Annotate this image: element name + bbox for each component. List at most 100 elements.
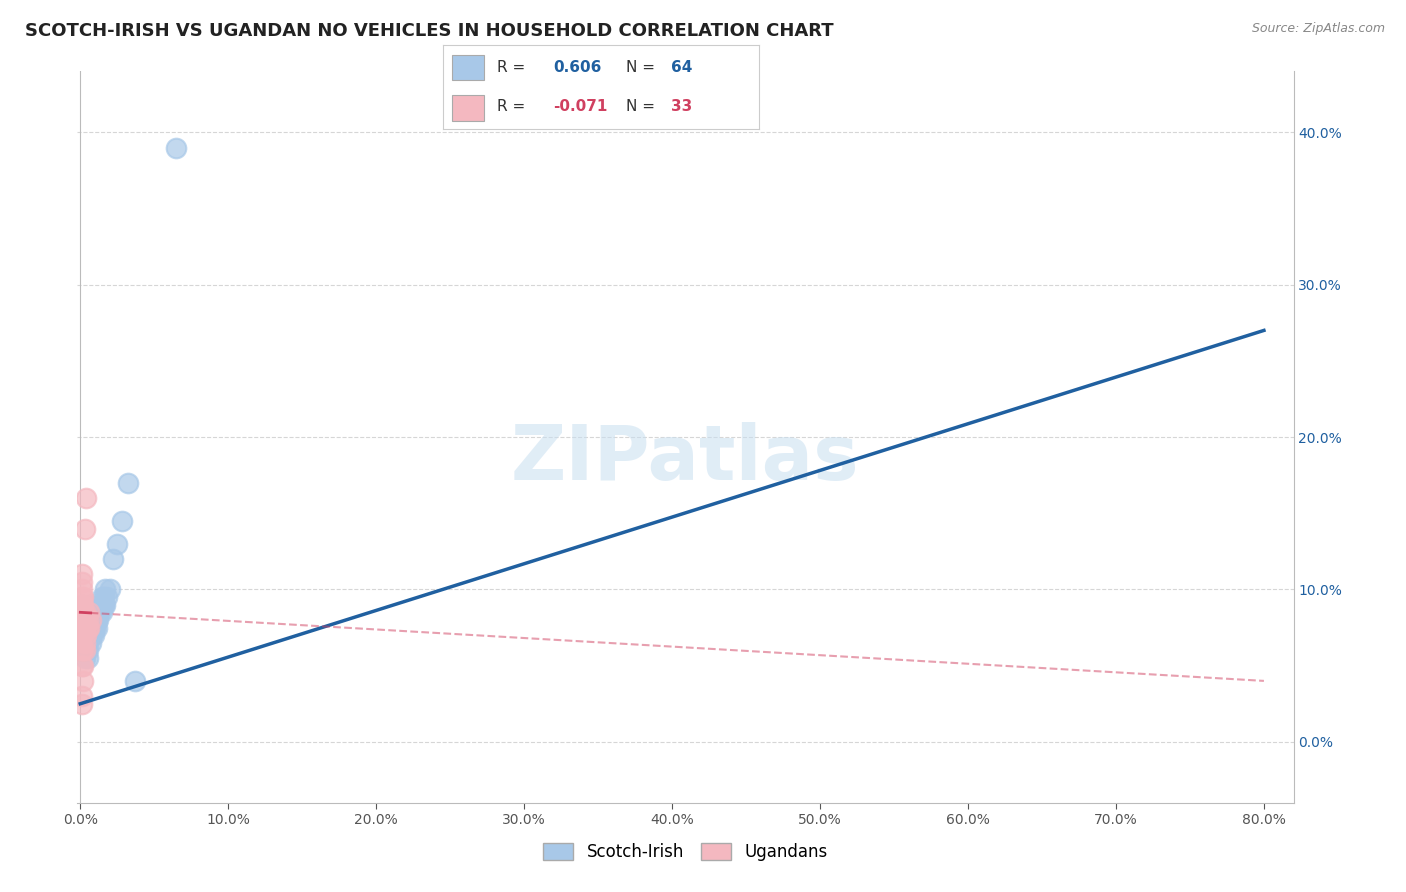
Point <box>93 598 115 612</box>
Text: 0.606: 0.606 <box>554 60 602 75</box>
Point <box>76 621 98 635</box>
Point <box>73 605 96 619</box>
Point <box>79 613 101 627</box>
Point <box>84 605 107 619</box>
Point <box>70 574 93 589</box>
Text: 64: 64 <box>671 60 692 75</box>
Point <box>73 613 96 627</box>
Point <box>76 636 98 650</box>
Point <box>77 621 100 635</box>
Point <box>75 628 97 642</box>
Point <box>105 537 128 551</box>
Point <box>87 605 110 619</box>
Point <box>73 613 96 627</box>
Point <box>124 673 146 688</box>
Point <box>86 621 108 635</box>
Point <box>84 621 107 635</box>
Point <box>166 140 188 154</box>
Point <box>70 636 93 650</box>
Point <box>75 628 97 642</box>
Point <box>70 643 93 657</box>
Point <box>72 605 94 619</box>
Point <box>84 613 107 627</box>
Point <box>93 590 115 604</box>
Point <box>75 636 97 650</box>
Point <box>86 613 108 627</box>
Point <box>83 613 105 627</box>
FancyBboxPatch shape <box>453 54 484 80</box>
Point <box>77 628 100 642</box>
Text: R =: R = <box>496 60 530 75</box>
Point <box>91 590 114 604</box>
Point <box>79 628 101 642</box>
Point <box>83 621 105 635</box>
Point <box>82 628 104 642</box>
Point <box>89 605 111 619</box>
Point <box>70 658 93 673</box>
Point <box>77 605 100 619</box>
Point <box>77 613 100 627</box>
Point <box>75 621 97 635</box>
Point <box>70 590 93 604</box>
Point <box>72 673 94 688</box>
Point <box>76 605 98 619</box>
Point <box>75 643 97 657</box>
Point <box>70 628 93 642</box>
Point <box>73 651 96 665</box>
Point <box>117 475 139 490</box>
Point <box>73 636 96 650</box>
Text: N =: N = <box>627 99 661 114</box>
Point <box>72 613 94 627</box>
Point <box>72 643 94 657</box>
Point <box>76 613 98 627</box>
Point <box>72 613 94 627</box>
Point <box>91 598 114 612</box>
Text: ZIPatlas: ZIPatlas <box>512 422 859 496</box>
FancyBboxPatch shape <box>453 95 484 120</box>
Text: N =: N = <box>627 60 661 75</box>
Point <box>76 613 98 627</box>
Point <box>91 605 114 619</box>
Point <box>72 628 94 642</box>
Text: R =: R = <box>496 99 530 114</box>
Point <box>73 643 96 657</box>
Point <box>94 582 117 597</box>
Legend: Scotch-Irish, Ugandans: Scotch-Irish, Ugandans <box>537 836 834 868</box>
Point <box>87 613 110 627</box>
Point <box>72 628 94 642</box>
Point <box>77 598 100 612</box>
Point <box>86 605 108 619</box>
Text: -0.071: -0.071 <box>554 99 607 114</box>
Point <box>73 636 96 650</box>
Point <box>77 605 100 619</box>
Point <box>73 621 96 635</box>
Point <box>70 613 93 627</box>
Point <box>70 621 93 635</box>
Point <box>70 689 93 703</box>
Point <box>70 598 93 612</box>
Point <box>111 514 134 528</box>
Point <box>79 613 101 627</box>
Point <box>82 605 104 619</box>
Point <box>77 621 100 635</box>
Point <box>98 582 121 597</box>
Point <box>73 643 96 657</box>
Point <box>70 697 93 711</box>
Point <box>101 552 124 566</box>
Point <box>73 605 96 619</box>
Point <box>75 613 97 627</box>
Point <box>72 598 94 612</box>
Point <box>79 636 101 650</box>
Point <box>83 628 105 642</box>
Point <box>76 643 98 657</box>
Point <box>96 590 118 604</box>
Point <box>73 521 96 535</box>
Text: 33: 33 <box>671 99 692 114</box>
Point <box>79 621 101 635</box>
Point <box>72 658 94 673</box>
Point <box>73 621 96 635</box>
Point <box>70 582 93 597</box>
Point <box>72 590 94 604</box>
Point <box>90 598 112 612</box>
Point <box>89 598 111 612</box>
